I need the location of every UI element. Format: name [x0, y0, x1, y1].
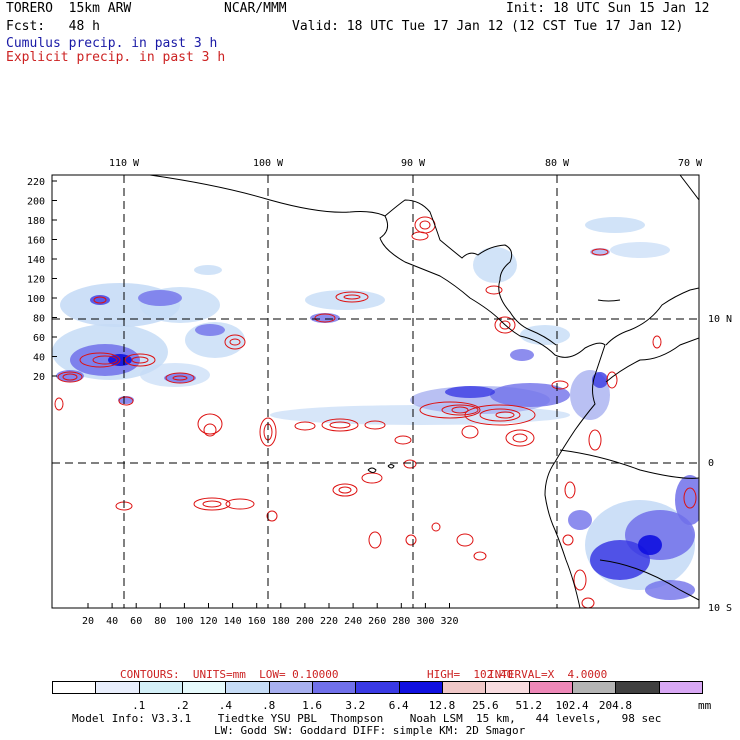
- lon-label: 90 W: [401, 158, 426, 169]
- colorbar-label: 102.4: [555, 699, 589, 712]
- x-tick-label: 240: [344, 616, 362, 627]
- colorbar-swatch: [268, 681, 313, 694]
- x-tick-label: 180: [272, 616, 290, 627]
- y-tick-label: 100: [27, 294, 45, 305]
- y-tick-label: 40: [33, 353, 45, 364]
- contours-high: HIGH= 102.40: [427, 668, 514, 681]
- map-frame: [51, 174, 700, 609]
- y-tick-label: 180: [27, 216, 45, 227]
- colorbar-swatch: [658, 681, 703, 694]
- colorbar-label: .4: [218, 699, 232, 712]
- y-tick-label: 200: [27, 197, 45, 208]
- colorbar-label: 51.2: [515, 699, 542, 712]
- x-tick-label: 60: [130, 616, 142, 627]
- x-tick-label: 320: [440, 616, 458, 627]
- colorbar-swatch: [485, 681, 530, 694]
- model-info: Model Info: V3.3.1 Tiedtke YSU PBL Thomp…: [72, 712, 662, 725]
- x-tick-label: 200: [296, 616, 314, 627]
- colorbar-swatch: [95, 681, 140, 694]
- physics-info: LW: Godd SW: Goddard DIFF: simple KM: 2D…: [214, 724, 526, 737]
- x-tick-label: 100: [175, 616, 193, 627]
- lon-label: 70 W: [678, 158, 703, 169]
- coastlines: [149, 175, 699, 608]
- y-tick-label: 20: [33, 372, 45, 383]
- x-tick-label: 140: [224, 616, 242, 627]
- init-time: Init: 18 UTC Sun 15 Jan 12: [506, 1, 710, 16]
- colorbar-swatch: [182, 681, 227, 694]
- colorbar-label: .8: [262, 699, 276, 712]
- y-tick-label: 140: [27, 255, 45, 266]
- colorbar-label: .2: [175, 699, 189, 712]
- x-tick-label: 120: [199, 616, 217, 627]
- valid-time: Valid: 18 UTC Tue 17 Jan 12 (12 CST Tue …: [292, 19, 684, 34]
- colorbar-label: .1: [132, 699, 146, 712]
- colorbar-label: 12.8: [428, 699, 456, 712]
- y-tick-label: 220: [27, 177, 45, 188]
- lat-label: 10 N: [708, 314, 732, 325]
- colorbar-units: mm: [698, 699, 712, 712]
- x-tick-label: 80: [154, 616, 166, 627]
- colorbar-label: 3.2: [345, 699, 366, 712]
- model-title: TORERO 15km ARW: [6, 1, 132, 16]
- colorbar-swatch: [528, 681, 573, 694]
- y-tick-label: 120: [27, 275, 45, 286]
- colorbar-label: 25.6: [472, 699, 499, 712]
- y-tick-label: 60: [33, 333, 45, 344]
- colorbar-swatch: [615, 681, 660, 694]
- x-tick-label: 260: [368, 616, 386, 627]
- y-tick-label: 80: [33, 314, 45, 325]
- colorbar-swatch: [225, 681, 270, 694]
- colorbar-swatch: [442, 681, 487, 694]
- contours-interval: INTERVAL=X 4.0000: [488, 668, 608, 681]
- colorbar-label: 204.8: [598, 699, 632, 712]
- lon-label: 100 W: [253, 158, 284, 169]
- colorbar-swatch: [572, 681, 617, 694]
- colorbar-swatch: [355, 681, 400, 694]
- colorbar-swatch: [138, 681, 183, 694]
- x-tick-label: 40: [106, 616, 118, 627]
- cumulus-precip-field: [52, 217, 699, 600]
- explicit-legend: Explicit precip. in past 3 h: [6, 50, 226, 65]
- colorbar-label: 1.6: [302, 699, 322, 712]
- colorbar-swatch: [312, 681, 357, 694]
- colorbar-label: 6.4: [388, 699, 409, 712]
- explicit-precip-contours: [54, 216, 697, 608]
- latlon-grid: [52, 175, 699, 608]
- axis-ticks: [52, 180, 450, 608]
- colorbar-swatch: [398, 681, 443, 694]
- x-tick-label: 20: [82, 616, 94, 627]
- y-tick-label: 160: [27, 236, 45, 247]
- lat-label: 0: [708, 458, 714, 469]
- x-tick-label: 300: [416, 616, 434, 627]
- x-tick-label: 280: [392, 616, 410, 627]
- contours-info: CONTOURS: UNITS=mm LOW= 0.10000: [120, 668, 339, 681]
- org-label: NCAR/MMM: [224, 1, 287, 16]
- lat-label: 10 S: [708, 603, 732, 614]
- x-tick-label: 220: [320, 616, 338, 627]
- axis-labels: 110 W 100 W 90 W 80 W 70 W 10 N 0 10 S 220 200 180…: [27, 158, 732, 627]
- lon-label: 110 W: [109, 158, 140, 169]
- colorbar-swatch: [52, 681, 97, 694]
- forecast-hour: Fcst: 48 h: [6, 19, 100, 34]
- lon-label: 80 W: [545, 158, 570, 169]
- x-tick-label: 160: [248, 616, 266, 627]
- cumulus-legend: Cumulus precip. in past 3 h: [6, 36, 218, 51]
